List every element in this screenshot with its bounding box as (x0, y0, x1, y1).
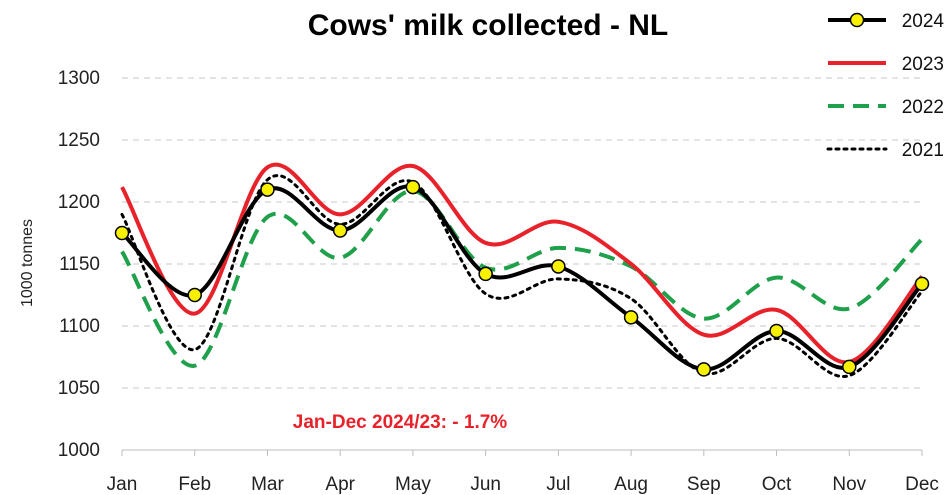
x-tick-label: Dec (905, 474, 939, 495)
point-2024-Dec (914, 276, 930, 292)
legend-label-2022: 2022 (902, 97, 944, 118)
point-2024-Oct (769, 323, 784, 339)
y-axis-label: 1000 tonnes (19, 219, 36, 307)
point-2024-Apr (332, 223, 348, 238)
x-tick-label: Nov (832, 474, 866, 495)
point-2024-Jul (551, 259, 566, 274)
point-2024-Feb (187, 287, 202, 303)
y-tick-label: 1050 (58, 378, 100, 399)
y-tick-label: 1000 (58, 440, 100, 461)
point-2024-Mar (260, 182, 275, 197)
x-tick-label: Sep (687, 474, 721, 495)
legend-label-2023: 2023 (902, 54, 944, 75)
x-tick-label: Aug (614, 474, 648, 495)
x-tick-label: Jan (107, 474, 138, 495)
y-tick-label: 1300 (58, 68, 100, 89)
x-tick-label: Apr (325, 474, 355, 495)
x-tick-label: May (395, 474, 431, 495)
gridlines: 1000 1050 1100 1150 1200 1250 1300 (58, 68, 922, 461)
legend-label-2021: 2021 (902, 140, 944, 161)
y-tick-label: 1250 (58, 130, 100, 151)
point-2024-Sep (696, 362, 712, 377)
y-tick-label: 1200 (58, 192, 100, 213)
legend-marker-2024 (849, 12, 865, 28)
x-tick-label: Oct (762, 474, 792, 495)
annotation: Jan-Dec 2024/23: - 1.7% (293, 412, 508, 433)
legend: 2024 2023 2022 2021 (826, 11, 945, 161)
y-tick-label: 1100 (59, 316, 100, 337)
point-2024-Jan (114, 225, 130, 241)
x-axis: Jan Feb Mar Apr May Jun Jul Aug Sep Oct Nov Dec (107, 449, 939, 495)
point-2024-Aug (623, 310, 639, 325)
point-2024-Jun (478, 266, 493, 282)
x-tick-label: Feb (178, 474, 211, 495)
series-line-2021 (120, 174, 924, 379)
point-2024-Nov (842, 359, 857, 375)
point-2024-May (405, 179, 421, 195)
x-tick-label: Jun (470, 474, 501, 495)
legend-label-2024: 2024 (902, 11, 945, 32)
series-lines (114, 162, 930, 379)
series-line-2024 (120, 184, 924, 372)
x-tick-label: Mar (251, 474, 284, 495)
chart-title: Cows' milk collected - NL (308, 9, 669, 42)
y-tick-label: 1150 (59, 254, 100, 275)
x-tick-label: Jul (546, 474, 570, 495)
